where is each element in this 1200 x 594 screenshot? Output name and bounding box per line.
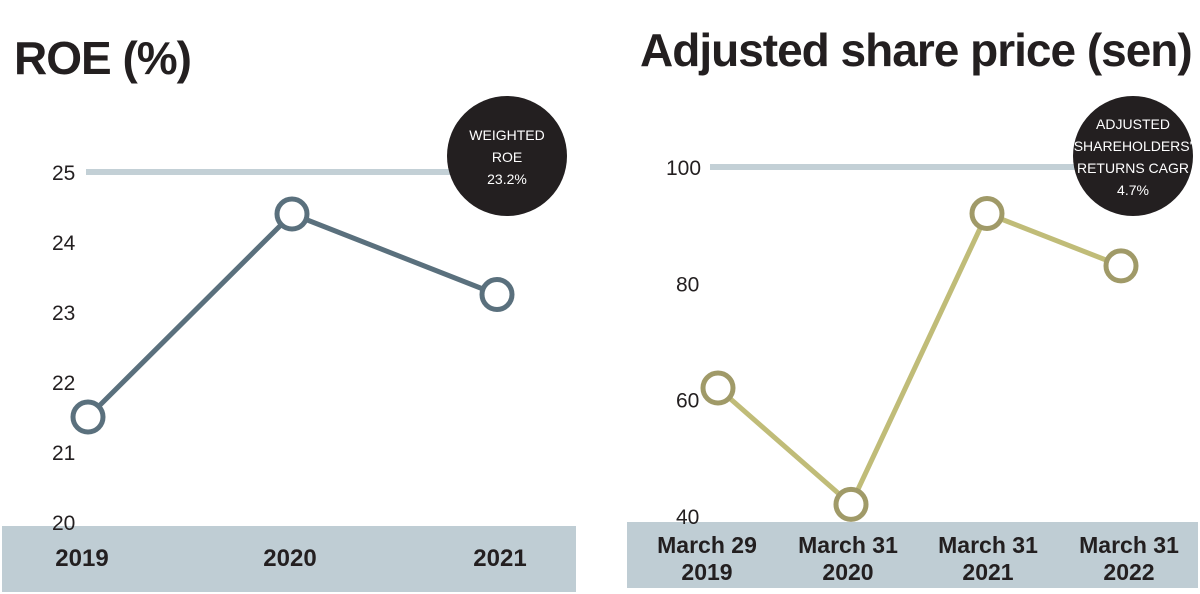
share-price-point-2019	[700, 370, 736, 406]
roe-weighted-badge: WEIGHTED ROE 23.2%	[447, 96, 567, 216]
share-price-xlabel-3-line-1: March 31	[938, 532, 1038, 558]
roe-point-2021	[479, 277, 515, 312]
share-price-xlabel-2-line-2: 2020	[822, 559, 873, 585]
share-price-ytick-40: 40	[676, 506, 699, 529]
share-price-badge-circle	[1073, 96, 1193, 216]
roe-point-2020	[274, 196, 310, 232]
share-price-xlabel-1-line-1: March 29	[657, 532, 757, 558]
share-price-xlabel-4-line-1: March 31	[1079, 532, 1179, 558]
share-price-xlabel-2-line-1: March 31	[798, 532, 898, 558]
share-price-badge-line-1: ADJUSTED	[1096, 116, 1170, 132]
share-price-point-2022	[1103, 248, 1139, 284]
roe-series-line	[86, 211, 498, 419]
share-price-badge-line-3: RETURNS CAGR	[1077, 160, 1189, 176]
share-price-xlabel-1-line-2: 2019	[681, 559, 732, 585]
share-price-xlabel-4-line-2: 2022	[1103, 559, 1154, 585]
roe-x-axis-band	[2, 526, 576, 592]
share-price-ytick-60: 60	[676, 390, 699, 413]
share-price-chart-title: Adjusted share price (sen)	[640, 24, 1192, 76]
share-price-badge-line-2: SHAREHOLDERS'	[1074, 138, 1193, 154]
share-price-ytick-100: 100	[666, 157, 701, 180]
share-price-chart: Adjusted share price (sen) 40 60 80 100 …	[627, 24, 1198, 588]
roe-xlabel-2019: 2019	[55, 545, 108, 572]
share-price-xlabel-3-line-2: 2021	[962, 559, 1013, 585]
roe-badge-line-3: 23.2%	[487, 171, 527, 187]
roe-xlabel-2020: 2020	[263, 545, 316, 572]
share-price-point-2020	[833, 486, 869, 522]
share-price-cagr-badge: ADJUSTED SHAREHOLDERS' RETURNS CAGR 4.7%	[1073, 96, 1193, 216]
roe-ytick-25: 25	[52, 162, 75, 185]
roe-chart: ROE (%) 20 21 22 23 24 25 2019 2020 2021…	[2, 32, 576, 592]
roe-point-2019	[70, 399, 106, 435]
roe-ytick-24: 24	[52, 232, 76, 255]
share-price-point-2021	[969, 196, 1005, 232]
share-price-ytick-80: 80	[676, 273, 699, 296]
roe-ytick-23: 23	[52, 302, 75, 325]
share-price-x-axis-band	[627, 522, 1198, 588]
roe-ytick-20: 20	[52, 512, 75, 535]
roe-chart-title: ROE (%)	[14, 32, 191, 84]
share-price-badge-line-4: 4.7%	[1117, 182, 1149, 198]
roe-ytick-22: 22	[52, 372, 75, 395]
roe-badge-line-1: WEIGHTED	[469, 127, 544, 143]
roe-ytick-21: 21	[52, 442, 75, 465]
roe-badge-line-2: ROE	[492, 149, 522, 165]
roe-xlabel-2021: 2021	[473, 545, 526, 572]
roe-badge-circle	[447, 96, 567, 216]
share-price-series-line	[716, 211, 1122, 507]
